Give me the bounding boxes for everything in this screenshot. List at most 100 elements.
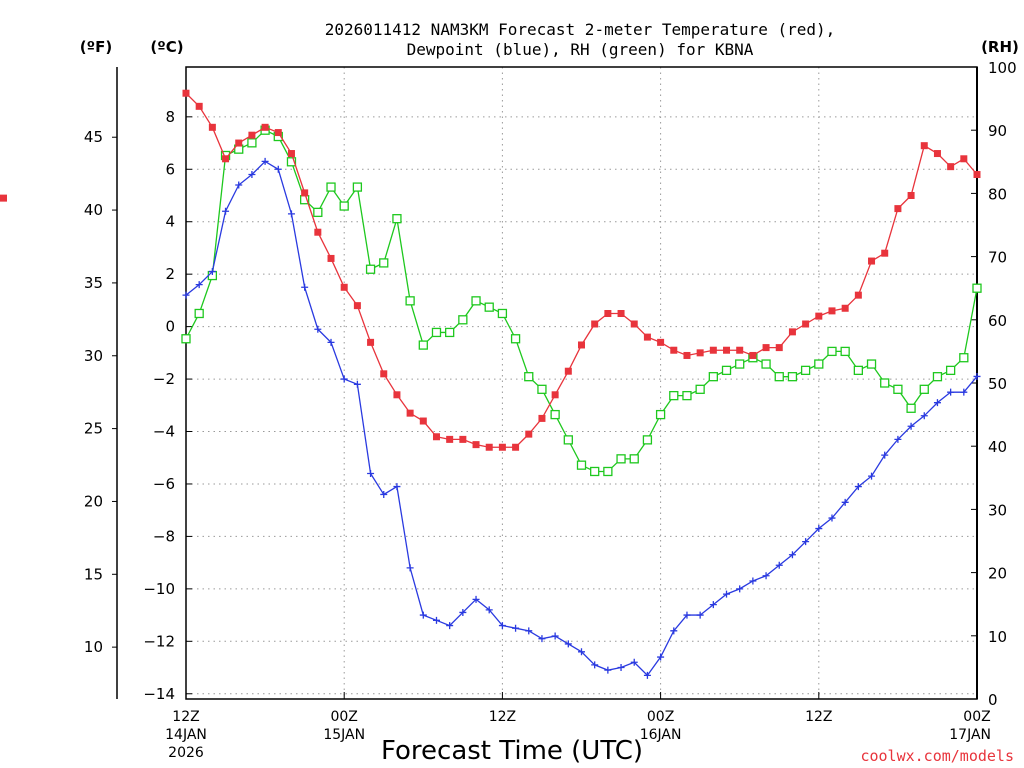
series-group	[0, 89, 982, 679]
temperature-point	[287, 150, 295, 158]
temperature-point	[630, 320, 638, 328]
rh-point	[379, 258, 389, 268]
dewpoint-point	[630, 658, 638, 666]
rh-point	[326, 182, 336, 192]
rh-point	[247, 138, 257, 148]
rh-tick-label: 70	[988, 249, 1007, 267]
temperature-point	[802, 320, 810, 328]
temperature-point	[538, 414, 546, 422]
temperature-point	[683, 351, 691, 359]
dewpoint-point	[604, 666, 612, 674]
fahrenheit-tick-label: 40	[84, 201, 103, 219]
x-tick-date-label: 16JAN	[640, 727, 682, 743]
rh-point	[932, 372, 943, 382]
temperature-point	[551, 391, 559, 399]
temperature-point	[643, 333, 651, 341]
dewpoint-point	[314, 325, 322, 333]
dewpoint-point	[287, 210, 295, 218]
dewpoint-point	[907, 422, 915, 430]
temperature-line	[185, 92, 978, 448]
fahrenheit-axis-label: (ºF)	[80, 38, 112, 56]
rh-point	[603, 466, 613, 477]
dewpoint-point	[736, 585, 744, 593]
dewpoint-point	[459, 608, 467, 616]
temperature-point	[854, 291, 862, 299]
dewpoint-point	[301, 283, 309, 291]
dewpoint-point	[868, 472, 876, 480]
temperature-point	[960, 155, 968, 163]
rh-point	[194, 308, 204, 319]
temperature-point	[512, 443, 520, 451]
rh-point	[352, 182, 363, 192]
x-tick-label: 00Z	[963, 709, 990, 725]
rh-point	[286, 157, 297, 167]
dewpoint-point	[696, 611, 704, 619]
dewpoint-point	[657, 653, 665, 661]
temperature-point	[406, 409, 414, 417]
temperature-point	[235, 139, 243, 147]
rh-point	[392, 214, 402, 224]
celsius-tick-label: 6	[165, 160, 175, 178]
dewpoint-point	[367, 469, 375, 477]
fahrenheit-tick-label: 20	[84, 492, 103, 510]
rh-point	[669, 390, 679, 401]
dewpoint-point	[973, 372, 981, 380]
rh-point	[313, 207, 323, 218]
celsius-tick-label: 0	[165, 318, 175, 336]
dewpoint-point	[195, 281, 203, 289]
temperature-point	[828, 307, 836, 315]
rh-point	[761, 359, 771, 369]
dewpoint-point	[380, 490, 388, 498]
rh-point	[827, 346, 837, 357]
temperature-point	[657, 338, 665, 346]
temperature-point	[182, 89, 190, 97]
temperature-point	[301, 189, 309, 197]
dewpoint-point	[525, 627, 533, 635]
rh-point	[959, 353, 969, 363]
temperature-point	[564, 367, 572, 375]
temperature-point	[472, 441, 480, 449]
rh-point	[919, 384, 929, 394]
dewpoint-point	[208, 268, 216, 276]
temperature-point	[670, 346, 678, 354]
rh-tick-label: 80	[988, 185, 1007, 203]
temperature-point	[723, 346, 731, 354]
dewpoint-point	[182, 291, 190, 299]
rh-point	[458, 315, 468, 325]
rh-point	[721, 365, 732, 376]
dewpoint-point	[222, 207, 230, 215]
rh-tick-label: 50	[988, 375, 1007, 393]
dewpoint-point	[564, 640, 572, 648]
rh-series	[181, 125, 982, 477]
dewpoint-series	[182, 157, 981, 679]
dewpoint-point	[406, 564, 414, 572]
dewpoint-point	[591, 661, 599, 669]
celsius-tick-label: −12	[143, 632, 175, 650]
dewpoint-point	[419, 611, 427, 619]
rh-point	[774, 372, 784, 382]
dewpoint-point	[551, 632, 559, 640]
temperature-point	[894, 205, 902, 213]
x-tick-label: 12Z	[172, 709, 199, 725]
temperature-point	[947, 163, 955, 171]
dewpoint-point	[578, 648, 585, 656]
celsius-tick-label: 4	[165, 213, 175, 231]
x-tick-year-label: 2026	[168, 745, 204, 761]
dewpoint-point	[749, 577, 757, 585]
temperature-point	[841, 304, 849, 312]
rh-point	[471, 296, 481, 306]
rh-tick-label: 20	[988, 565, 1007, 583]
rh-point	[431, 327, 442, 338]
rh-point	[550, 409, 560, 420]
rh-point	[682, 390, 692, 401]
dewpoint-point	[327, 338, 335, 346]
temperature-point	[762, 344, 770, 352]
chart-title-line-2: Dewpoint (blue), RH (green) for KBNA	[407, 40, 754, 59]
dewpoint-point	[933, 399, 941, 407]
rh-point	[787, 372, 798, 382]
temperature-point	[195, 102, 203, 110]
rh-point	[418, 340, 428, 350]
temperature-point	[0, 194, 7, 202]
axes	[112, 66, 978, 700]
temperature-point	[881, 249, 889, 257]
